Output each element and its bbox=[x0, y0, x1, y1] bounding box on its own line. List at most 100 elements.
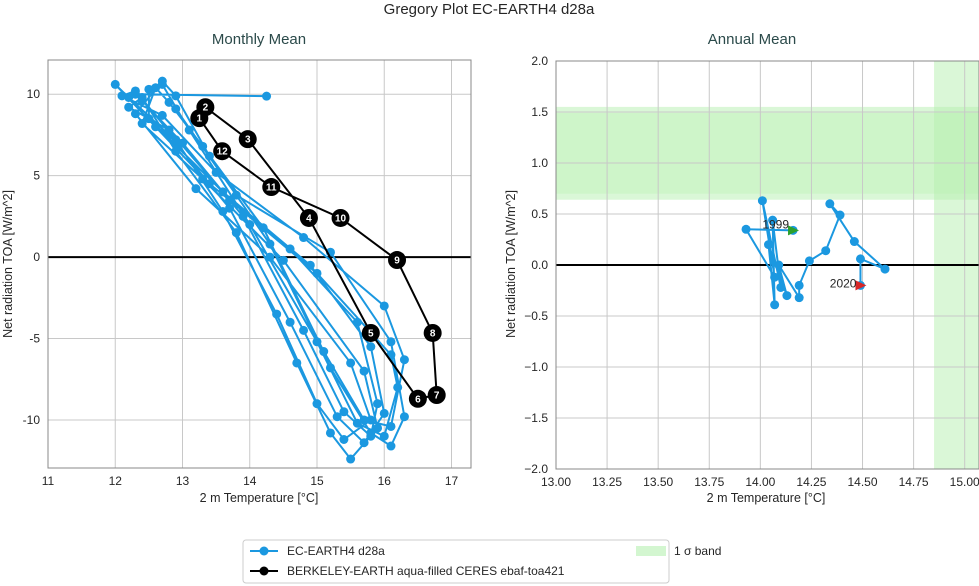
model-monthly-point bbox=[352, 418, 362, 428]
model-annual-point bbox=[768, 215, 778, 225]
model-monthly-point bbox=[399, 355, 409, 365]
model-monthly-point bbox=[379, 301, 389, 311]
annual-subtitle: Annual Mean bbox=[708, 31, 796, 48]
obs-month-marker bbox=[262, 178, 281, 197]
x-tick-label: 14.00 bbox=[745, 475, 775, 489]
model-monthly-point bbox=[325, 363, 335, 373]
obs-month-label: 3 bbox=[245, 135, 251, 146]
obs-month-label: 7 bbox=[434, 391, 440, 402]
x-tick-label: 13.50 bbox=[643, 475, 673, 489]
model-monthly-point bbox=[204, 151, 214, 161]
start-year-label: 1999 bbox=[762, 217, 789, 231]
x-tick-label: 14.75 bbox=[899, 475, 929, 489]
model-monthly-point bbox=[319, 347, 329, 357]
y-tick-label: −2.0 bbox=[524, 462, 548, 476]
x-tick-label: 13.75 bbox=[694, 475, 724, 489]
legend-model-marker bbox=[259, 546, 269, 556]
model-monthly-point bbox=[359, 415, 369, 425]
model-annual-line bbox=[744, 200, 886, 305]
model-monthly-point bbox=[366, 415, 376, 425]
model-monthly-point bbox=[191, 184, 201, 194]
y-tick-label: −1.0 bbox=[524, 360, 548, 374]
legend-box bbox=[242, 539, 670, 584]
legend-obs-marker bbox=[259, 566, 269, 576]
obs-month-label: 8 bbox=[430, 328, 436, 339]
model-monthly-point bbox=[177, 138, 187, 148]
y-tick-label: 0.0 bbox=[531, 258, 548, 272]
model-monthly-point bbox=[292, 358, 302, 368]
obs-month-marker bbox=[331, 208, 350, 227]
x-tick-label: 12 bbox=[109, 474, 123, 488]
obs-month-marker bbox=[423, 323, 442, 342]
x-tick-label: 14 bbox=[243, 474, 257, 488]
plot-area: 1999 2020 bbox=[556, 61, 979, 469]
x-tick-label: 14.50 bbox=[848, 475, 878, 489]
obs-month-label: 4 bbox=[306, 213, 312, 224]
x-tick-label: 14.25 bbox=[796, 475, 826, 489]
obs-month-label: 2 bbox=[203, 103, 209, 114]
x-tick-label: 17 bbox=[445, 474, 459, 488]
model-monthly-point bbox=[346, 454, 356, 464]
model-monthly-point bbox=[299, 233, 309, 243]
model-monthly-point bbox=[218, 187, 228, 197]
model-monthly-point bbox=[151, 83, 161, 93]
end-year-label: 2020 bbox=[830, 276, 857, 290]
model-monthly-line bbox=[114, 79, 406, 461]
legend-model-label: EC-EARTH4 d28a bbox=[287, 544, 385, 558]
model-monthly-point bbox=[171, 135, 181, 145]
model-monthly-point bbox=[130, 109, 140, 119]
model-monthly-point bbox=[204, 179, 214, 189]
sigma-band-y-inner bbox=[556, 112, 979, 194]
model-annual-point bbox=[794, 280, 804, 290]
y-tick-label: -5 bbox=[29, 332, 40, 346]
legend-band-swatch bbox=[636, 546, 666, 556]
model-monthly-point bbox=[164, 125, 174, 135]
model-monthly-point bbox=[184, 125, 194, 135]
model-monthly-point bbox=[359, 438, 369, 448]
model-monthly-point bbox=[137, 119, 147, 129]
model-monthly-point bbox=[117, 91, 127, 101]
obs-month-marker bbox=[408, 389, 427, 408]
annual-ylabel: Net radiation TOA [W/m^2] bbox=[504, 190, 518, 338]
model-monthly-point bbox=[258, 223, 268, 233]
y-tick-label: 10 bbox=[27, 87, 41, 101]
model-monthly-point bbox=[299, 325, 309, 335]
obs-month-marker bbox=[213, 142, 232, 161]
model-monthly-point bbox=[144, 84, 154, 94]
y-tick-label: 2.0 bbox=[531, 54, 548, 68]
y-tick-label: -10 bbox=[23, 413, 41, 427]
x-tick-label: 13.00 bbox=[541, 475, 571, 489]
y-tick-label: 0 bbox=[33, 250, 40, 264]
model-monthly-point bbox=[312, 337, 322, 347]
model-annual-point bbox=[855, 254, 865, 264]
model-monthly-point bbox=[137, 92, 147, 102]
model-monthly-point bbox=[312, 268, 322, 278]
model-monthly-point bbox=[278, 255, 288, 265]
obs-month-label: 11 bbox=[266, 183, 277, 194]
model-monthly-point bbox=[198, 174, 208, 184]
model-monthly-point bbox=[245, 220, 255, 230]
model-monthly-point bbox=[124, 92, 134, 102]
model-monthly-point bbox=[386, 421, 396, 431]
model-monthly-point bbox=[379, 408, 389, 418]
figure-title: Gregory Plot EC-EARTH4 d28a bbox=[384, 1, 595, 18]
model-monthly-point bbox=[373, 399, 383, 409]
model-annual-point bbox=[764, 240, 774, 250]
model-monthly-point bbox=[366, 428, 376, 438]
model-monthly-point bbox=[393, 382, 403, 392]
model-monthly-point bbox=[366, 342, 376, 352]
axes-frame bbox=[47, 59, 472, 469]
y-tick-label: 1.0 bbox=[531, 156, 548, 170]
model-monthly-point bbox=[218, 206, 228, 216]
model-monthly-point bbox=[373, 423, 383, 433]
obs-month-label: 12 bbox=[217, 147, 229, 158]
y-tick-label: −0.5 bbox=[524, 309, 548, 323]
y-tick-label: 0.5 bbox=[531, 207, 548, 221]
model-monthly-point bbox=[110, 79, 120, 89]
obs-month-marker bbox=[427, 386, 446, 405]
model-monthly-point bbox=[265, 252, 275, 262]
model-annual-point bbox=[880, 264, 890, 274]
model-monthly-point bbox=[346, 358, 356, 368]
axes-frame bbox=[555, 60, 979, 470]
